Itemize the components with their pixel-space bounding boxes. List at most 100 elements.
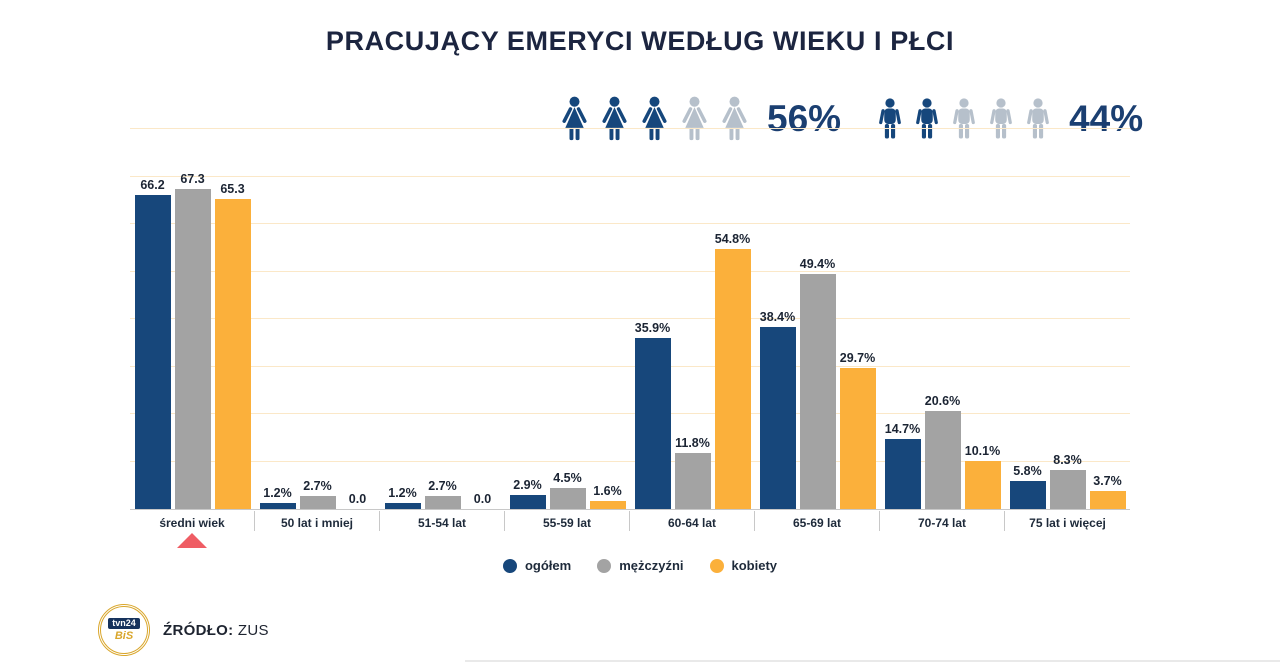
bar-mezczyzni: 2.7% [424, 479, 461, 509]
bar-value-label: 10.1% [964, 444, 1001, 459]
female-icon [722, 96, 747, 141]
bar-group: 2.9% 4.5% 1.6% [505, 130, 630, 509]
bar-value-label: 3.7% [1093, 474, 1122, 489]
bar-group: 1.2% 2.7% 0.0 [380, 130, 505, 509]
bar-mezczyzni: 4.5% [549, 471, 586, 509]
female-icon [682, 96, 707, 141]
bar-group: 38.4% 49.4% 29.7% [755, 130, 880, 509]
bar-value-label: 4.5% [553, 470, 582, 485]
legend-label: kobiety [731, 558, 778, 573]
bar-value-label: 11.8% [675, 435, 710, 450]
bar-value-label: 66.2 [140, 177, 165, 192]
bar-value-label: 20.6% [924, 394, 961, 409]
female-icon [642, 96, 667, 141]
chart-title: PRACUJĄCY EMERYCI WEDŁUG WIEKU I PŁCI [325, 26, 955, 56]
gridline [130, 128, 1130, 129]
tvn24-bis-logo: tvn24 BiS [98, 604, 150, 656]
x-axis-label: 55-59 lat [505, 511, 630, 531]
logo-text-tvn24: tvn24 [108, 617, 140, 630]
x-axis-label: 65-69 lat [755, 511, 880, 531]
male-icon [916, 98, 938, 139]
bar-value-label: 1.6% [593, 484, 622, 499]
male-icon [953, 98, 975, 139]
bar-group: 66.2 67.3 65.3 [130, 130, 255, 509]
male-icons [875, 97, 1053, 141]
female-share-group: 56% [558, 96, 841, 142]
gridline [130, 413, 1130, 414]
bar-kobiety: 10.1% [964, 444, 1001, 509]
logo-text-bis: BiS [114, 630, 134, 643]
gender-share-pictograms: 56% 44% [558, 96, 1143, 142]
male-icon [1027, 98, 1049, 139]
legend-dot [502, 558, 517, 573]
gridline [130, 175, 1130, 177]
bar-value-label: 38.4% [759, 309, 796, 324]
bar-value-label: 65.3 [220, 181, 245, 196]
bar-value-label: 1.2% [263, 486, 292, 501]
x-axis-label: 51-54 lat [380, 511, 505, 531]
bar-ogolem: 2.9% [509, 478, 546, 509]
x-axis-label: 60-64 lat [630, 511, 755, 531]
bar-ogolem: 35.9% [634, 321, 671, 509]
bar-group: 35.9% 11.8% 54.8% [630, 130, 755, 509]
gridline [130, 365, 1130, 367]
bar-value-label: 2.9% [513, 478, 542, 493]
source-label: ŹRÓDŁO: [163, 621, 234, 639]
female-icon [562, 96, 587, 141]
bar-mezczyzni: 8.3% [1049, 453, 1086, 509]
bar-groups: 66.2 67.3 65.3 1.2% 2.7% 0.0 1.2% 2.7% 0.0 2.9% 4.… [130, 130, 1130, 509]
legend-label: ogółem [524, 558, 572, 573]
bar-kobiety: 3.7% [1089, 474, 1126, 509]
gridline [130, 318, 1130, 319]
legend-dot [597, 558, 612, 573]
bar-ogolem: 14.7% [884, 422, 921, 509]
bar-value-label: 2.7% [428, 479, 457, 494]
x-axis-label: średni wiek [130, 511, 255, 531]
bottom-divider [465, 660, 1280, 662]
source-text: ŹRÓDŁO: ZUS [163, 622, 269, 639]
bar-value-label: 29.7% [839, 350, 876, 365]
bar-mezczyzni: 49.4% [799, 257, 836, 509]
legend-item-mezczyzni: mężczyźni [597, 558, 684, 573]
bar-group: 1.2% 2.7% 0.0 [255, 130, 380, 509]
bar-value-label: 0.0 [348, 492, 367, 506]
bar-value-label: 67.3 [180, 172, 205, 187]
x-axis-label: 50 lat i mniej [255, 511, 380, 531]
source-value: ZUS [237, 621, 269, 639]
gridline [130, 223, 1130, 224]
average-age-marker-triangle [177, 533, 207, 548]
bar-kobiety: 29.7% [839, 351, 876, 509]
bar-value-label: 5.8% [1013, 464, 1042, 479]
footer: tvn24 BiS ŹRÓDŁO: ZUS [98, 604, 269, 656]
bar-value-label: 0.0 [473, 492, 492, 506]
bar-mezczyzni: 20.6% [924, 394, 961, 509]
male-percent: 44% [1069, 98, 1144, 139]
plot-area: 66.2 67.3 65.3 1.2% 2.7% 0.0 1.2% 2.7% 0.0 2.9% 4.… [130, 128, 1130, 510]
legend-dot [709, 558, 724, 573]
male-share-group: 44% [875, 97, 1143, 141]
bar-ogolem: 1.2% [384, 486, 421, 509]
bar-value-label: 1.2% [388, 486, 417, 501]
bar-ogolem: 38.4% [759, 310, 796, 509]
bar-group: 14.7% 20.6% 10.1% [880, 130, 1005, 509]
bar-group: 5.8% 8.3% 3.7% [1005, 130, 1130, 509]
legend: ogółem mężczyźni kobiety [0, 558, 1280, 573]
bar-value-label: 54.8% [714, 231, 751, 246]
x-axis-label: 75 lat i więcej [1029, 516, 1106, 530]
male-icon [879, 98, 901, 139]
bar-kobiety: 54.8% [714, 232, 751, 509]
female-icon [602, 96, 627, 141]
bar-kobiety: 65.3 [214, 182, 251, 509]
bar-value-label: 2.7% [303, 479, 332, 494]
legend-item-ogolem: ogółem [502, 558, 572, 573]
bar-value-label: 35.9% [634, 321, 671, 336]
bar-value-label: 8.3% [1053, 452, 1082, 467]
bar-value-label: 14.7% [884, 422, 921, 437]
x-axis: średni wiek 50 lat i mniej 51-54 lat 55-59 … [130, 511, 1130, 531]
legend-label: mężczyźni [619, 558, 684, 573]
male-icon [990, 98, 1012, 139]
bar-ogolem: 5.8% [1009, 464, 1046, 509]
bar-ogolem: 1.2% [259, 486, 296, 509]
female-icons [558, 96, 751, 142]
